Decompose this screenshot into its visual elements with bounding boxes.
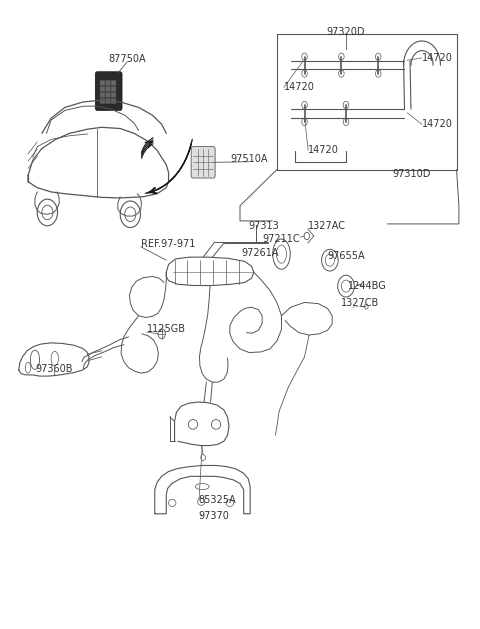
FancyBboxPatch shape	[191, 147, 215, 178]
FancyBboxPatch shape	[111, 98, 116, 104]
Text: 14720: 14720	[422, 120, 453, 130]
FancyBboxPatch shape	[106, 92, 110, 97]
Text: 1327CB: 1327CB	[341, 298, 380, 308]
Text: 85325A: 85325A	[199, 495, 236, 505]
FancyBboxPatch shape	[96, 72, 122, 111]
Text: 14720: 14720	[308, 145, 339, 155]
Text: 1125GB: 1125GB	[147, 324, 186, 334]
Text: 97313: 97313	[248, 221, 279, 231]
FancyBboxPatch shape	[106, 86, 110, 92]
FancyBboxPatch shape	[111, 86, 116, 92]
FancyBboxPatch shape	[100, 86, 105, 92]
Text: 14720: 14720	[284, 82, 315, 92]
Text: 1327AC: 1327AC	[308, 221, 346, 231]
Text: 97510A: 97510A	[230, 153, 268, 164]
Text: 14720: 14720	[422, 53, 453, 63]
Text: REF.97-971: REF.97-971	[141, 239, 195, 249]
Text: 97261A: 97261A	[241, 248, 278, 258]
Text: 87750A: 87750A	[108, 54, 146, 64]
FancyBboxPatch shape	[100, 81, 105, 86]
FancyBboxPatch shape	[111, 81, 116, 86]
Text: 97370: 97370	[199, 511, 229, 521]
FancyBboxPatch shape	[100, 92, 105, 97]
FancyBboxPatch shape	[100, 98, 105, 104]
FancyBboxPatch shape	[106, 98, 110, 104]
Text: 97211C: 97211C	[262, 234, 300, 244]
FancyBboxPatch shape	[111, 92, 116, 97]
Text: 97310D: 97310D	[392, 169, 431, 179]
FancyBboxPatch shape	[106, 81, 110, 86]
Text: 97360B: 97360B	[35, 364, 72, 374]
Text: 97320D: 97320D	[327, 27, 365, 37]
Text: 97655A: 97655A	[327, 251, 365, 261]
Text: 1244BG: 1244BG	[348, 281, 387, 291]
